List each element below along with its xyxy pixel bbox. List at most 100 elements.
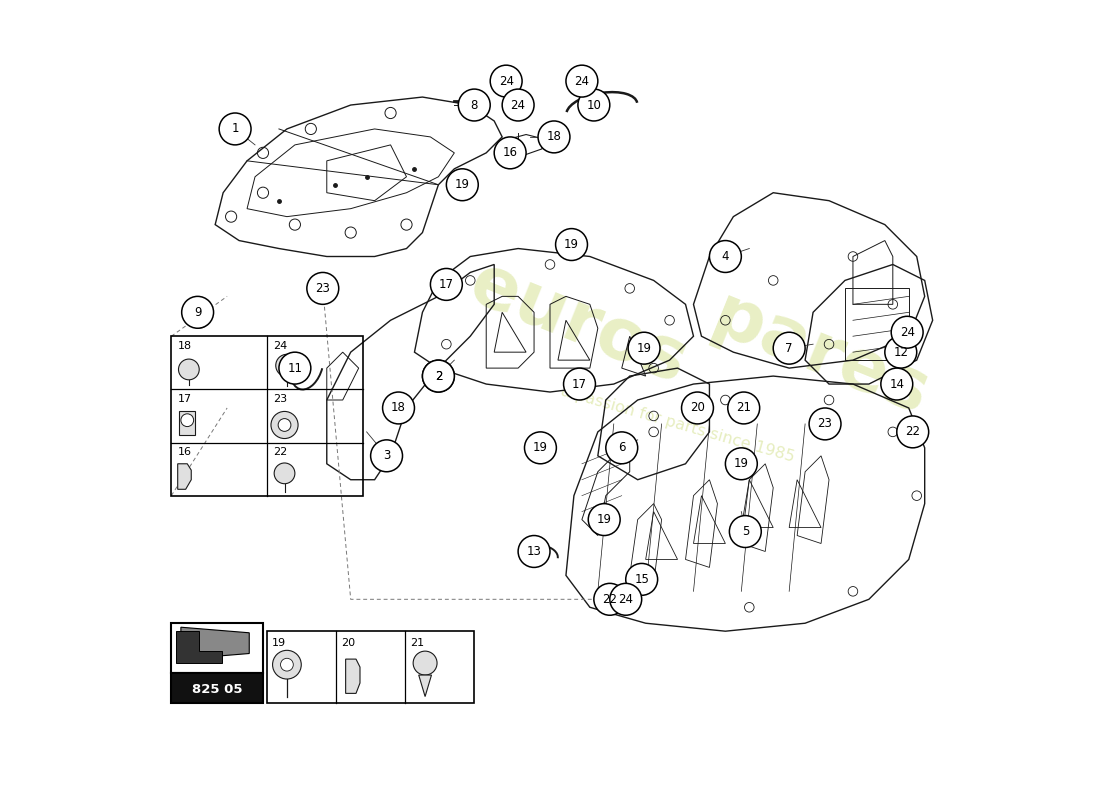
Text: 23: 23 xyxy=(316,282,330,295)
Polygon shape xyxy=(176,631,222,663)
Text: 15: 15 xyxy=(635,573,649,586)
Text: 11: 11 xyxy=(287,362,303,374)
Circle shape xyxy=(371,440,403,472)
Text: 8: 8 xyxy=(471,98,478,111)
Circle shape xyxy=(447,169,478,201)
Circle shape xyxy=(729,515,761,547)
Text: 18: 18 xyxy=(392,402,406,414)
Text: 18: 18 xyxy=(178,341,191,351)
Circle shape xyxy=(383,392,415,424)
Circle shape xyxy=(810,408,842,440)
Text: 22: 22 xyxy=(274,447,287,458)
Circle shape xyxy=(422,360,454,392)
Circle shape xyxy=(565,65,597,97)
Text: 24: 24 xyxy=(618,593,634,606)
Text: 20: 20 xyxy=(341,638,355,647)
Circle shape xyxy=(273,650,301,679)
Text: pares: pares xyxy=(702,282,938,431)
Text: 9: 9 xyxy=(194,306,201,319)
Circle shape xyxy=(430,269,462,300)
Circle shape xyxy=(503,89,535,121)
Circle shape xyxy=(606,432,638,464)
Text: 24: 24 xyxy=(510,98,526,111)
Circle shape xyxy=(896,416,928,448)
Circle shape xyxy=(773,332,805,364)
Text: 21: 21 xyxy=(410,638,425,647)
Circle shape xyxy=(881,368,913,400)
Text: a passion for parts since 1985: a passion for parts since 1985 xyxy=(559,383,796,465)
Text: 4: 4 xyxy=(722,250,729,263)
Circle shape xyxy=(538,121,570,153)
Text: 12: 12 xyxy=(893,346,909,358)
Circle shape xyxy=(626,563,658,595)
Circle shape xyxy=(178,359,199,380)
Text: 22: 22 xyxy=(905,426,921,438)
Circle shape xyxy=(422,360,454,392)
Text: 24: 24 xyxy=(274,341,287,351)
Circle shape xyxy=(518,535,550,567)
Text: 2: 2 xyxy=(434,370,442,382)
Bar xyxy=(172,623,263,673)
Text: 17: 17 xyxy=(439,278,454,291)
Circle shape xyxy=(219,113,251,145)
Circle shape xyxy=(884,336,916,368)
Circle shape xyxy=(494,137,526,169)
Polygon shape xyxy=(345,659,360,694)
Text: 17: 17 xyxy=(178,394,191,404)
Circle shape xyxy=(271,411,298,438)
Circle shape xyxy=(563,368,595,400)
Text: 19: 19 xyxy=(272,638,286,647)
Bar xyxy=(267,631,474,703)
Text: 3: 3 xyxy=(383,450,390,462)
Text: 22: 22 xyxy=(603,593,617,606)
Text: 24: 24 xyxy=(574,74,590,88)
Circle shape xyxy=(710,241,741,273)
Text: 21: 21 xyxy=(736,402,751,414)
Text: 16: 16 xyxy=(178,447,191,458)
Text: 2: 2 xyxy=(434,370,442,382)
Text: 1: 1 xyxy=(231,122,239,135)
Circle shape xyxy=(525,432,557,464)
Text: 19: 19 xyxy=(596,513,612,526)
Text: 19: 19 xyxy=(564,238,579,251)
Circle shape xyxy=(556,229,587,261)
Text: 24: 24 xyxy=(900,326,915,338)
Text: 13: 13 xyxy=(527,545,541,558)
Text: 19: 19 xyxy=(532,442,548,454)
Circle shape xyxy=(279,352,311,384)
Polygon shape xyxy=(419,675,431,697)
Text: 24: 24 xyxy=(498,74,514,88)
Circle shape xyxy=(725,448,757,480)
Circle shape xyxy=(280,658,294,671)
Text: 10: 10 xyxy=(586,98,602,111)
Circle shape xyxy=(276,354,298,377)
Text: 14: 14 xyxy=(889,378,904,390)
Circle shape xyxy=(278,418,290,431)
Circle shape xyxy=(578,89,609,121)
Circle shape xyxy=(728,392,760,424)
Polygon shape xyxy=(180,627,250,659)
Circle shape xyxy=(594,583,626,615)
Text: 16: 16 xyxy=(503,146,518,159)
Bar xyxy=(172,673,263,703)
Circle shape xyxy=(414,651,437,675)
Text: 5: 5 xyxy=(741,525,749,538)
Circle shape xyxy=(182,296,213,328)
Circle shape xyxy=(628,332,660,364)
Bar xyxy=(172,336,363,496)
Circle shape xyxy=(274,463,295,484)
Text: euros: euros xyxy=(460,250,697,399)
Text: 23: 23 xyxy=(817,418,833,430)
Text: 7: 7 xyxy=(785,342,793,354)
Text: 18: 18 xyxy=(547,130,561,143)
Circle shape xyxy=(491,65,522,97)
Circle shape xyxy=(588,504,620,535)
Text: 19: 19 xyxy=(734,458,749,470)
Text: 17: 17 xyxy=(572,378,587,390)
Text: 20: 20 xyxy=(690,402,705,414)
Circle shape xyxy=(891,316,923,348)
Circle shape xyxy=(682,392,714,424)
Text: 19: 19 xyxy=(454,178,470,191)
Text: 23: 23 xyxy=(274,394,287,404)
Text: 825 05: 825 05 xyxy=(191,683,242,696)
